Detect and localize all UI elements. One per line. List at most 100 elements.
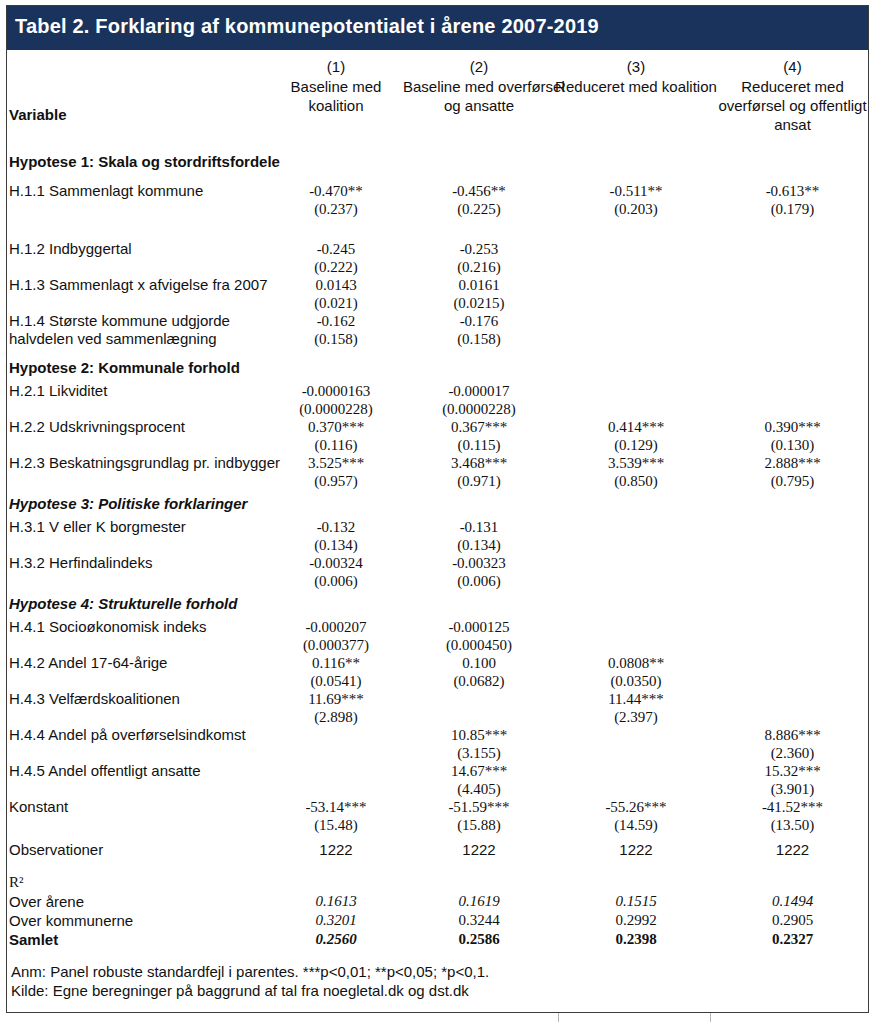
coefficient-cell: -53.14***(15.48) <box>269 798 403 834</box>
std-error-value: (0.158) <box>403 330 555 348</box>
coefficient-cell: 14.67***(4.405) <box>403 762 555 798</box>
coefficient-cell: -0.000125(0.000450) <box>403 618 555 654</box>
coefficient-cell: 0.367***(0.115) <box>403 418 555 454</box>
coefficient-cell: 3.525***(0.957) <box>269 454 403 490</box>
std-error-value: (0.850) <box>555 472 717 490</box>
section-heading: Hypotese 4: Strukturelle forhold <box>7 594 868 614</box>
summary-value: 0.2992 <box>555 911 717 930</box>
coefficient-cell: -41.52***(13.50) <box>717 798 868 834</box>
std-error-value: (15.48) <box>269 816 403 834</box>
row-label: Konstant <box>7 798 269 816</box>
coefficient-value: 0.390*** <box>717 418 868 436</box>
table-row: H.3.1 V eller K borgmester-0.132(0.134)-… <box>7 518 868 554</box>
row-label: H.2.2 Udskrivningsprocent <box>7 418 269 436</box>
table-row: R² <box>7 873 868 892</box>
coefficient-value: -0.131 <box>403 518 555 536</box>
table-row: H.1.4 Største kommune udgjorde halvdelen… <box>7 312 868 348</box>
coefficient-value: -0.245 <box>269 240 403 258</box>
row-label: H.1.4 Største kommune udgjorde halvdelen… <box>7 312 269 348</box>
coefficient-cell: 0.0808**(0.0350) <box>555 654 717 690</box>
coefficient-cell: 3.539***(0.850) <box>555 454 717 490</box>
std-error-value: (4.405) <box>403 780 555 798</box>
std-error-value: (0.957) <box>269 472 403 490</box>
row-label: H.1.1 Sammenlagt kommune <box>7 182 269 200</box>
summary-value: 0.1619 <box>403 892 555 911</box>
summary-value: 0.3201 <box>269 911 403 930</box>
table-row: H.1.1 Sammenlagt kommune-0.470**(0.237)-… <box>7 182 868 218</box>
table-title: Tabel 2. Forklaring af kommunepotentiale… <box>15 15 599 37</box>
column-number: (3) <box>555 57 717 77</box>
std-error-value: (15.88) <box>403 816 555 834</box>
summary-value: 0.2398 <box>555 930 717 949</box>
coefficient-cell: 15.32***(3.901) <box>717 762 868 798</box>
std-error-value: (0.179) <box>717 200 868 218</box>
table-notes: Anm: Panel robuste standardfejl i parent… <box>7 962 868 1000</box>
coefficient-cell: -0.470**(0.237) <box>269 182 403 218</box>
coefficient-value: 3.525*** <box>269 454 403 472</box>
row-label: H.1.2 Indbyggertal <box>7 240 269 258</box>
coefficient-cell: -0.456**(0.225) <box>403 182 555 218</box>
coefficient-cell: -0.132(0.134) <box>269 518 403 554</box>
summary-value: 0.1515 <box>555 892 717 911</box>
section-heading: Hypotese 2: Kommunale forhold <box>7 358 868 378</box>
std-error-value: (13.50) <box>717 816 868 834</box>
table-row: Hypotese 4: Strukturelle forhold <box>7 594 868 614</box>
std-error-value: (0.134) <box>403 536 555 554</box>
coefficient-cell: 10.85***(3.155) <box>403 726 555 762</box>
coefficient-value: 11.69*** <box>269 690 403 708</box>
table-row: H.2.3 Beskatningsgrundlag pr. indbygger3… <box>7 454 868 490</box>
std-error-value: (14.59) <box>555 816 717 834</box>
column-header-row: Variable (1) Baseline med koalition (2) … <box>7 50 868 146</box>
note-anm: Anm: Panel robuste standardfejl i parent… <box>11 962 868 981</box>
coefficient-cell: 0.116**(0.0541) <box>269 654 403 690</box>
summary-value: 1222 <box>555 840 717 859</box>
summary-value: 1222 <box>717 840 868 859</box>
coefficient-value: -0.176 <box>403 312 555 330</box>
column-description: Reduceret med overførsel og offentligt a… <box>717 77 868 134</box>
coefficient-cell: 11.44***(2.397) <box>555 690 717 726</box>
std-error-value: (0.225) <box>403 200 555 218</box>
std-error-value: (0.116) <box>269 436 403 454</box>
coefficient-cell: -0.245(0.222) <box>269 240 403 276</box>
coefficient-cell: 2.888***(0.795) <box>717 454 868 490</box>
coefficient-value: -0.000017 <box>403 382 555 400</box>
column-number: (4) <box>717 57 868 77</box>
table-row: H.4.5 Andel offentligt ansatte14.67***(4… <box>7 762 868 798</box>
row-label: H.2.3 Beskatningsgrundlag pr. indbygger <box>7 454 269 472</box>
std-error-value: (0.0000228) <box>403 400 555 418</box>
coefficient-cell: -0.000207(0.000377) <box>269 618 403 654</box>
coefficient-value: -41.52*** <box>717 798 868 816</box>
coefficient-cell: -55.26***(14.59) <box>555 798 717 834</box>
coefficient-value: 0.100 <box>403 654 555 672</box>
row-label: Observationer <box>7 840 269 859</box>
coefficient-cell: -0.176(0.158) <box>403 312 555 348</box>
table-row: Over kommunerne0.32010.32440.29920.2905 <box>7 911 868 930</box>
row-label: Over kommunerne <box>7 911 269 930</box>
spreadsheet-grid-tick <box>558 1013 559 1022</box>
std-error-value: (0.129) <box>555 436 717 454</box>
summary-value: 0.2905 <box>717 911 868 930</box>
table-row: Hypotese 1: Skala og stordriftsfordele <box>7 152 868 172</box>
coefficient-value: 0.0161 <box>403 276 555 294</box>
row-label: H.4.4 Andel på overførselsindkomst <box>7 726 269 744</box>
coefficient-value: 3.468*** <box>403 454 555 472</box>
row-label: H.3.1 V eller K borgmester <box>7 518 269 536</box>
std-error-value: (0.130) <box>717 436 868 454</box>
summary-value: 0.2327 <box>717 930 868 949</box>
coefficient-value: -0.253 <box>403 240 555 258</box>
coefficient-value: -0.613** <box>717 182 868 200</box>
row-label: H.3.2 Herfindalindeks <box>7 554 269 572</box>
column-number: (2) <box>403 57 555 77</box>
std-error-value: (0.158) <box>269 330 403 348</box>
std-error-value: (0.006) <box>269 572 403 590</box>
coefficient-cell: 3.468***(0.971) <box>403 454 555 490</box>
std-error-value: (0.237) <box>269 200 403 218</box>
page: Tabel 2. Forklaring af kommunepotentiale… <box>0 0 875 1024</box>
coefficient-cell: 0.414***(0.129) <box>555 418 717 454</box>
section-heading: Hypotese 1: Skala og stordriftsfordele <box>7 152 868 172</box>
row-label: Over årene <box>7 892 269 911</box>
coefficient-value: 15.32*** <box>717 762 868 780</box>
coefficient-value: 0.367*** <box>403 418 555 436</box>
row-label: Samlet <box>7 930 269 949</box>
coefficient-value: -0.132 <box>269 518 403 536</box>
